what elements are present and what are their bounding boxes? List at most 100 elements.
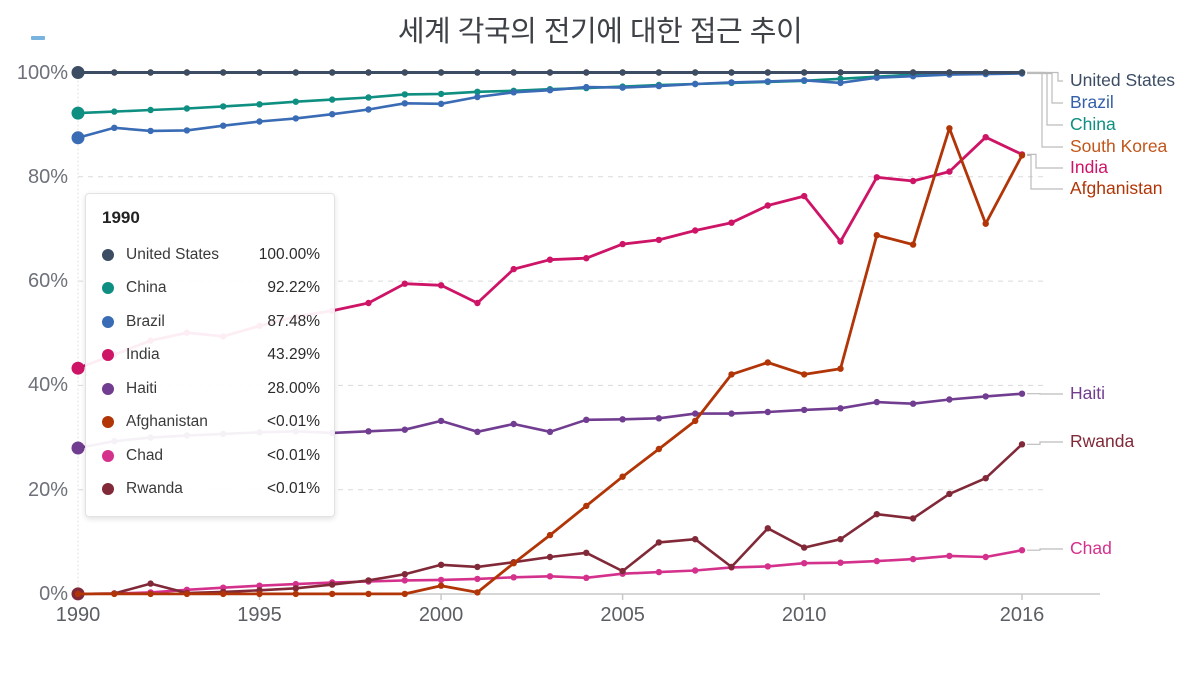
series-point-rwanda [292,585,299,592]
series-point-afghanistan [728,371,735,378]
series-point-rwanda [546,553,554,561]
series-point-rwanda [329,581,336,588]
legend-label-united-states[interactable]: United States [1070,70,1176,90]
tooltip-year: 1990 [102,208,140,227]
series-point-chad [474,575,481,583]
series-point-brazil [764,78,771,85]
series-point-brazil [655,82,663,90]
series-point-united-states [655,69,663,76]
series-point-afghanistan [111,590,118,598]
series-point-haiti [474,428,481,435]
tooltip-series-name: Afghanistan [126,413,208,431]
series-point-haiti [583,416,590,423]
series-point-india [837,238,844,245]
series-point-haiti [510,420,517,428]
series-point-india [401,280,408,287]
legend-label-brazil[interactable]: Brazil [1070,92,1114,112]
series-point-afghanistan [546,531,554,539]
x-tick-label-2005: 2005 [600,604,645,626]
tooltip-row-haiti: Haiti 28.00% [100,372,320,406]
series-point-united-states [873,69,880,76]
legend-label-china[interactable]: China [1070,114,1116,134]
series-point-haiti [1018,390,1026,397]
tooltip-series-value: <0.01% [266,446,320,464]
series-point-china [365,94,372,101]
series-point-china [147,106,154,114]
series-point-afghanistan [909,241,917,248]
series-point-haiti [71,441,85,455]
series-point-haiti [909,400,917,407]
series-point-afghanistan [401,590,408,598]
tooltip-row-brazil: Brazil 87.48% [100,305,320,339]
series-point-afghanistan [329,590,336,598]
tooltip-series-dot [102,449,114,462]
series-point-united-states [1018,69,1026,76]
y-tick-label-20%: 20% [27,478,68,501]
legend-label-south-korea[interactable]: South Korea [1070,136,1168,156]
legend-connector-brazil [1027,72,1063,104]
series-point-chad [256,582,263,589]
series-point-rwanda [837,536,844,543]
legend-label-haiti[interactable]: Haiti [1070,383,1106,403]
legend-connector-afghanistan [1027,154,1063,190]
series-point-united-states [183,69,191,76]
legend-label-chad[interactable]: Chad [1070,538,1112,558]
series-point-rwanda [764,525,771,532]
series-point-rwanda [728,563,735,571]
series-point-afghanistan [655,445,663,453]
tooltip-series-name: Brazil [126,312,165,330]
series-point-haiti [655,415,663,422]
series-point-brazil [728,79,735,86]
series-point-chad [655,568,663,576]
legend-label-india[interactable]: India [1070,157,1108,177]
series-point-afghanistan [982,220,989,227]
series-point-brazil [365,106,372,113]
series-point-china [71,106,85,120]
series-point-afghanistan [764,359,771,366]
legend-label-afghanistan[interactable]: Afghanistan [1070,178,1163,198]
x-tick-label-2010: 2010 [781,604,827,626]
series-point-afghanistan [365,590,372,598]
series-point-brazil [873,74,880,81]
tooltip-row-chad: Chad <0.01% [100,439,320,473]
x-tick-label-1990: 1990 [55,604,101,626]
series-point-united-states [292,69,299,76]
series-point-afghanistan [801,371,808,378]
series-point-united-states [474,69,481,76]
series-point-china [256,101,263,108]
series-point-india [437,282,445,289]
series-point-haiti [946,396,953,403]
series-point-india [801,192,808,200]
series-point-united-states [329,69,336,76]
series-point-united-states [401,69,408,76]
series-point-chad [946,552,953,560]
series-point-chad [909,555,917,563]
series-point-chad [1018,547,1026,554]
series-point-india [583,255,590,262]
series-point-india [692,227,699,234]
series-point-rwanda [692,536,699,543]
series-point-haiti [546,428,554,435]
series-point-chad [692,567,699,574]
series-point-rwanda [873,511,880,518]
logo-artifact [31,36,45,40]
series-point-united-states [728,69,735,76]
series-point-chad [437,576,445,584]
series-point-brazil [220,122,227,129]
series-point-india [873,174,880,181]
series-point-brazil [619,84,626,91]
tooltip-series-dot [102,282,114,295]
series-point-afghanistan [510,560,517,567]
series-point-united-states [437,69,445,76]
series-point-afghanistan [1018,152,1026,159]
series-point-rwanda [401,571,408,578]
tooltip-series-dot [102,349,114,362]
series-point-brazil [71,131,85,145]
tooltip-series-name: Haiti [126,379,158,397]
tooltip-series-name: Rwanda [126,480,183,498]
series-point-rwanda [583,549,590,556]
legend-label-rwanda[interactable]: Rwanda [1070,431,1135,451]
series-point-chad [873,557,880,565]
tooltip: 1990 United States 100.00% China 92.22% Braz… [85,193,335,517]
x-tick-label-2016: 2016 [999,604,1045,626]
